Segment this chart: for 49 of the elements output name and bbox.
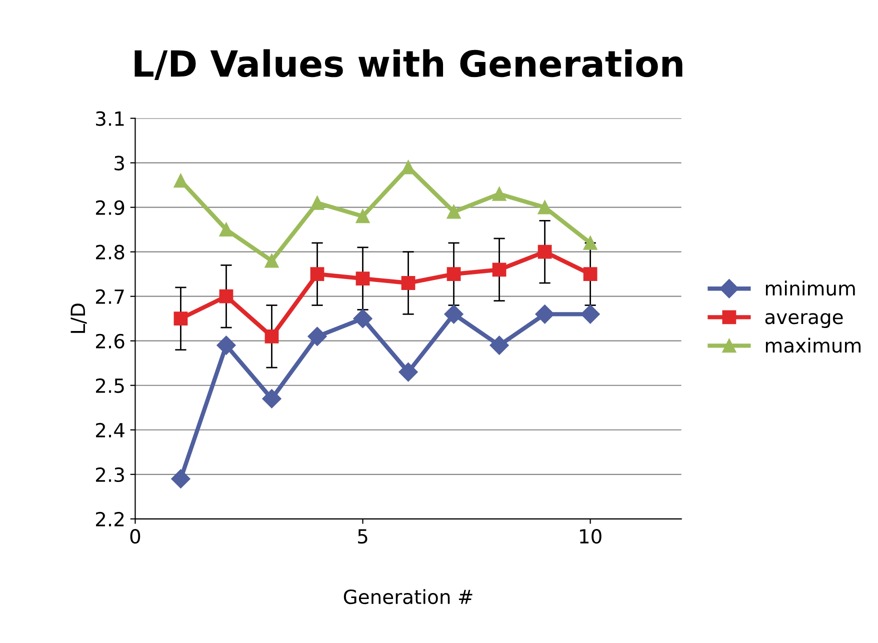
y-tick-label: 2.5 (96, 378, 124, 394)
y-tick-label: 2.2 (96, 512, 124, 526)
y-tick-label: 2.8 (96, 244, 124, 260)
point (398, 362, 418, 382)
point (356, 209, 370, 224)
point (174, 174, 188, 188)
point (216, 336, 236, 355)
point (171, 469, 190, 488)
y-axis-title: L/D (70, 304, 87, 333)
point (174, 312, 188, 326)
point (264, 329, 279, 344)
x-axis-title: Generation # (344, 589, 472, 604)
legend-label: minimum (766, 280, 855, 296)
point (444, 304, 464, 324)
point (401, 276, 416, 290)
point (264, 254, 279, 268)
point (310, 196, 324, 210)
point (492, 262, 506, 277)
point (262, 389, 282, 408)
y-tick-label: 3.1 (96, 111, 124, 126)
point (356, 272, 370, 286)
x-tick-label: 10 (580, 528, 602, 544)
legend-label: maximum (766, 338, 861, 353)
point (492, 187, 506, 201)
y-tick-label: 2.7 (96, 289, 124, 304)
point (583, 267, 598, 282)
point (401, 160, 416, 174)
point (538, 244, 552, 259)
y-tick-label: 3 (114, 156, 124, 170)
point (490, 336, 509, 355)
point (583, 236, 598, 250)
point (353, 309, 372, 328)
y-tick-label: 2.3 (96, 467, 124, 482)
point (308, 326, 327, 346)
legend-label: average (765, 313, 843, 328)
y-tick-label: 2.4 (96, 422, 124, 438)
point (310, 267, 324, 282)
y-tick-label: 2.9 (96, 200, 124, 215)
point (580, 304, 600, 324)
point (538, 200, 552, 214)
point (446, 267, 461, 282)
chart-title: L/D Values with Generation (134, 49, 682, 80)
x-tick-label: 5 (358, 529, 368, 544)
point (446, 204, 461, 219)
y-tick-label: 2.6 (96, 334, 124, 349)
point (535, 304, 554, 324)
point (219, 289, 234, 304)
point (219, 222, 234, 237)
x-tick-label: 0 (130, 528, 140, 544)
